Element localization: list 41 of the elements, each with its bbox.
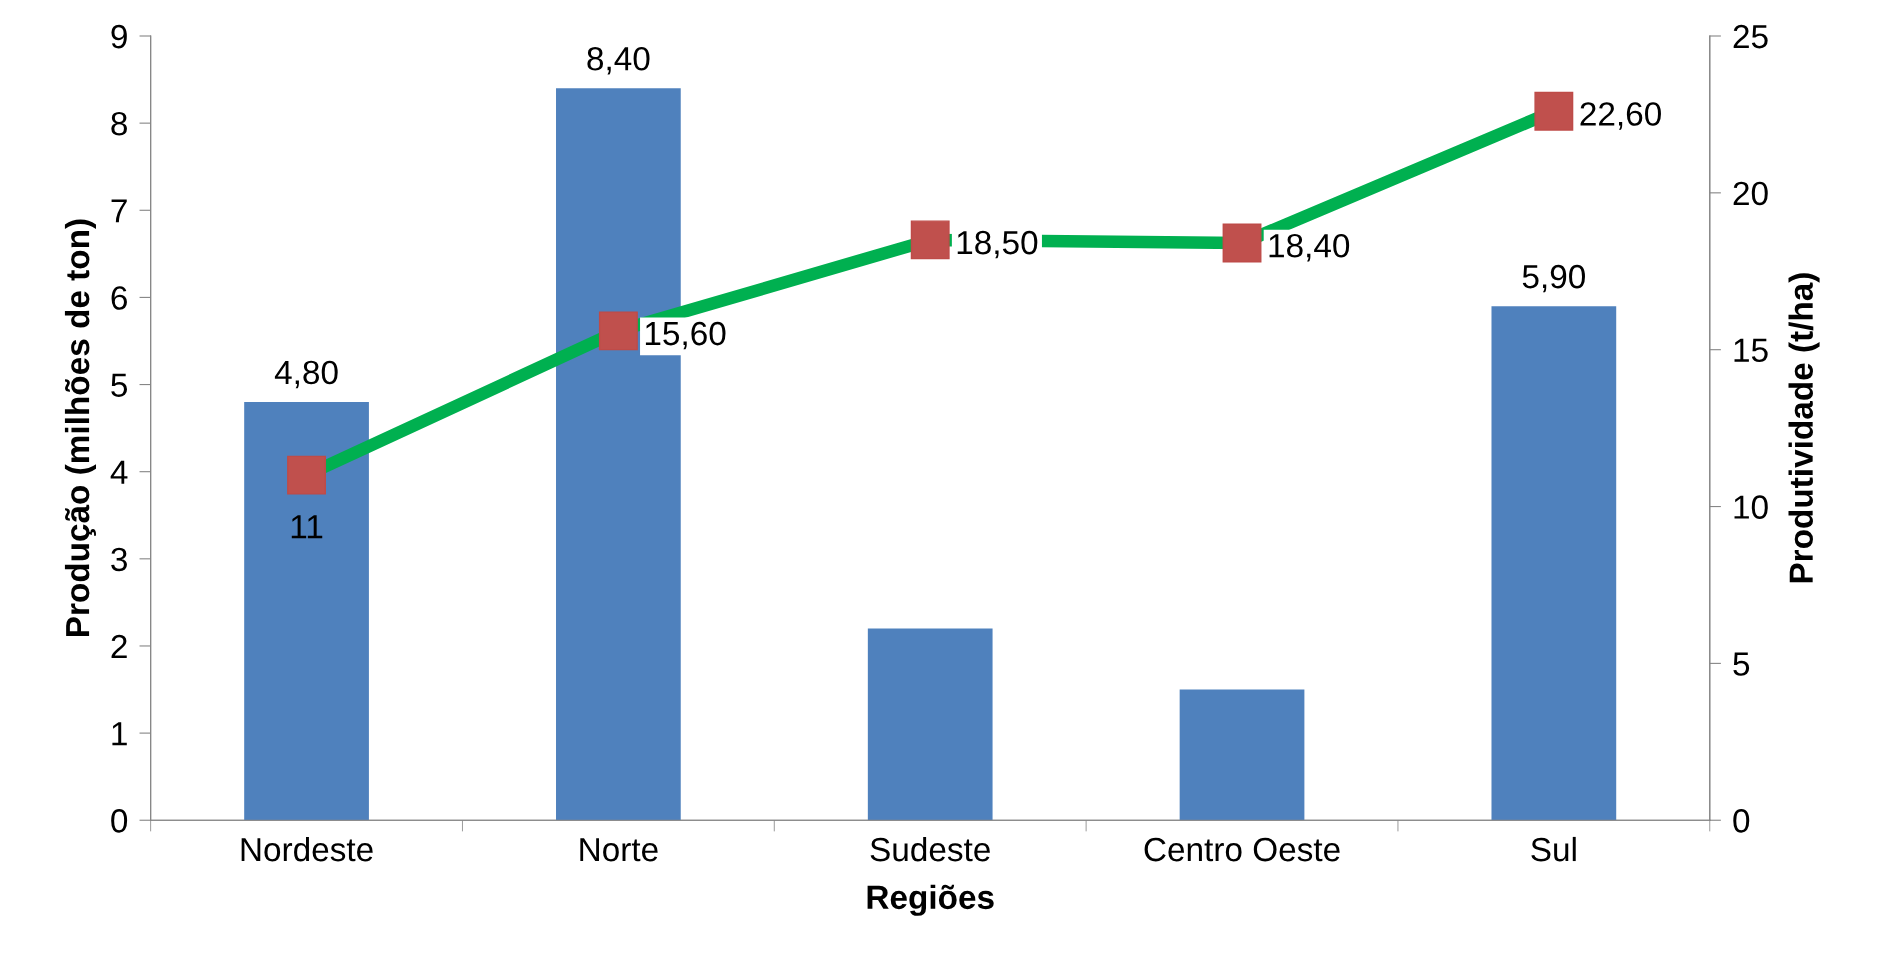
x-tick-label: Centro Oeste (1144, 837, 1340, 862)
point (287, 455, 326, 495)
data-label: 18,40 (1269, 233, 1350, 262)
data-label: 4,80 (274, 360, 338, 389)
data-label: 8,40 (587, 46, 650, 75)
y-axis-title: Produção (milhões de ton) (64, 219, 96, 637)
point (1534, 91, 1574, 131)
y-tick-label: 9 (111, 24, 127, 49)
bar (867, 628, 993, 821)
data-label: 15,60 (645, 321, 726, 350)
x-tick-label: Nordeste (241, 836, 373, 862)
x-axis-title: Regiões (867, 884, 994, 916)
y-tick-label: 7 (111, 199, 127, 223)
point (598, 311, 638, 351)
y2-tick-label: 20 (1733, 181, 1768, 206)
y-tick-label: 1 (112, 722, 127, 746)
data-label: 5,90 (1522, 264, 1585, 293)
bar (1491, 306, 1617, 821)
y-tick-label: 6 (111, 286, 127, 310)
y-tick-label: 2 (111, 634, 127, 659)
x-tick-label: Sudeste (870, 836, 990, 862)
y-tick-label: 0 (111, 809, 128, 833)
y-tick-label: 4 (110, 460, 128, 484)
y2-tick-label: 10 (1734, 495, 1768, 519)
data-label: 22,60 (1580, 102, 1661, 130)
y2-tick-label: 0 (1733, 809, 1750, 833)
data-label: 11 (291, 515, 323, 539)
point (910, 220, 950, 260)
y2-tick-label: 5 (1733, 652, 1750, 676)
x-tick-label: Sul (1531, 836, 1576, 862)
data-label: 18,50 (957, 230, 1038, 259)
y-tick-label: 5 (111, 373, 128, 397)
bar (1179, 689, 1305, 821)
bar (244, 401, 369, 821)
y2-tick-label: 15 (1734, 338, 1768, 363)
y-tick-label: 8 (111, 111, 127, 136)
y2-tick-label: 25 (1733, 24, 1768, 49)
point (1222, 223, 1262, 263)
x-tick-label: Norte (580, 838, 658, 862)
y2-axis-title: Produtividade (t/ha) (1788, 273, 1820, 583)
y-tick-label: 3 (111, 547, 127, 572)
